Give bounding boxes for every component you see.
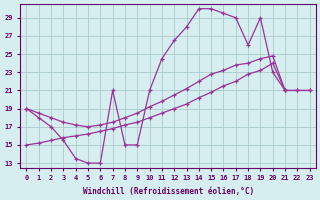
X-axis label: Windchill (Refroidissement éolien,°C): Windchill (Refroidissement éolien,°C) [83,187,254,196]
